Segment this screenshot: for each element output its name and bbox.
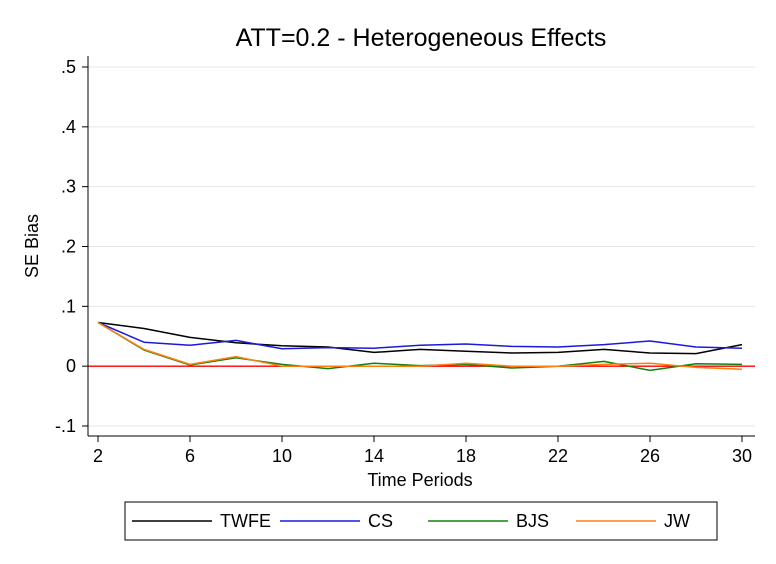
- series-line-cs: [97, 321, 743, 350]
- y-tick-label: .4: [61, 117, 76, 137]
- x-tick-label: 18: [456, 446, 476, 466]
- x-tick-label: 30: [732, 446, 752, 466]
- y-tick-label: 0: [66, 356, 76, 376]
- legend-label-cs: CS: [368, 511, 393, 531]
- x-tick-label: 2: [93, 446, 103, 466]
- series-line-twfe: [97, 321, 743, 355]
- legend-label-jw: JW: [664, 511, 690, 531]
- series-line-jw: [97, 321, 743, 370]
- y-axis-label: SE Bias: [22, 214, 42, 278]
- x-tick-label: 6: [185, 446, 195, 466]
- y-tick-label: .5: [61, 57, 76, 77]
- y-tick-label: .2: [61, 237, 76, 257]
- y-tick-label: .1: [61, 296, 76, 316]
- y-tick-label: -.1: [55, 416, 76, 436]
- x-axis-label: Time Periods: [367, 470, 472, 490]
- x-tick-label: 14: [364, 446, 384, 466]
- chart-title: ATT=0.2 - Heterogeneous Effects: [236, 24, 607, 52]
- x-tick-label: 10: [272, 446, 292, 466]
- x-tick-label: 22: [548, 446, 568, 466]
- x-tick-label: 26: [640, 446, 660, 466]
- y-tick-label: .3: [61, 177, 76, 197]
- legend-label-bjs: BJS: [516, 511, 549, 531]
- x-axis-ticks: 2 6 10 14 18 22 26 30: [93, 436, 752, 466]
- legend: TWFE CS BJS JW: [124, 501, 718, 541]
- y-axis-ticks: -.1 0 .1 .2 .3 .4 .5: [55, 57, 88, 436]
- series-lines: [97, 321, 743, 372]
- legend-label-twfe: TWFE: [220, 511, 271, 531]
